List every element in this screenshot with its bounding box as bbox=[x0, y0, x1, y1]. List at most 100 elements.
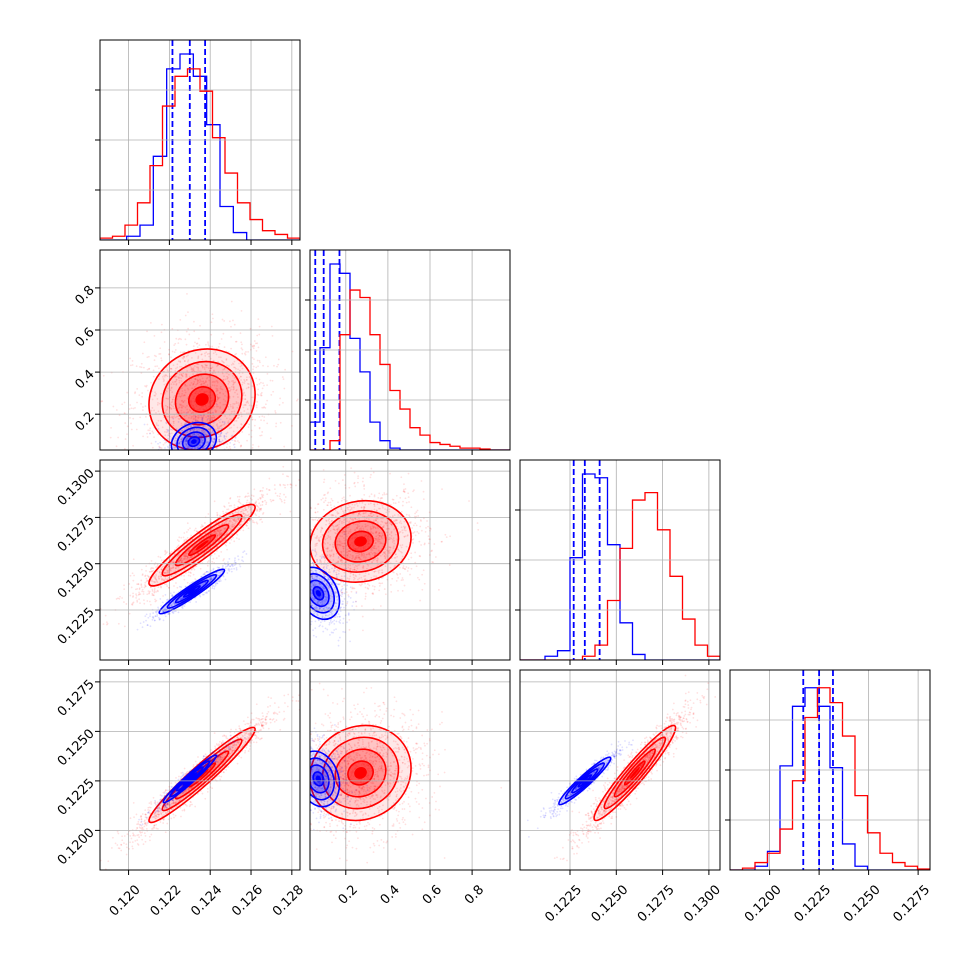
red-sample-point bbox=[315, 473, 317, 475]
red-sample-point bbox=[213, 438, 216, 441]
blue-sample-point bbox=[184, 451, 186, 453]
red-sample-point bbox=[213, 369, 215, 372]
red-sample-point bbox=[248, 423, 251, 426]
blue-sample-point bbox=[194, 457, 196, 459]
red-sample-point bbox=[397, 501, 400, 503]
red-sample-point bbox=[216, 454, 218, 456]
red-sample-point bbox=[164, 578, 167, 581]
red-sample-point bbox=[162, 572, 165, 574]
red-sample-point bbox=[180, 403, 183, 406]
blue-sample-point bbox=[190, 447, 193, 450]
red-sample-point bbox=[172, 561, 175, 564]
red-sample-point bbox=[166, 569, 168, 572]
red-sample-point bbox=[194, 418, 197, 421]
blue-sample-point bbox=[233, 446, 236, 449]
red-sample-point bbox=[199, 390, 201, 393]
blue-sample-point bbox=[179, 446, 182, 449]
red-sample-point bbox=[172, 396, 175, 399]
red-sample-point bbox=[211, 527, 214, 530]
blue-sample-point bbox=[219, 418, 222, 421]
blue-sample-point bbox=[157, 608, 160, 611]
red-sample-point bbox=[218, 528, 221, 531]
blue-sample-point bbox=[219, 440, 221, 443]
blue-sample-point bbox=[179, 453, 181, 455]
red-sample-point bbox=[250, 498, 253, 501]
red-sample-point bbox=[234, 510, 237, 513]
blue-sample-point bbox=[205, 436, 208, 439]
red-sample-point bbox=[229, 519, 232, 521]
blue-sample-point bbox=[211, 433, 213, 436]
blue-sample-point bbox=[193, 451, 195, 453]
red-sample-point bbox=[164, 411, 167, 414]
red-sample-point bbox=[151, 465, 153, 467]
red-sample-point bbox=[279, 497, 282, 500]
red-sample-point bbox=[243, 515, 246, 518]
red-sample-point bbox=[196, 552, 199, 555]
red-sample-point bbox=[218, 392, 221, 394]
red-sample-point bbox=[259, 518, 261, 521]
red-sample-point bbox=[110, 426, 112, 429]
red-sample-point bbox=[232, 395, 235, 398]
red-sample-point bbox=[247, 386, 250, 389]
blue-sample-point bbox=[228, 557, 231, 560]
red-sample-point bbox=[213, 461, 215, 463]
red-sample-point bbox=[305, 550, 307, 552]
red-sample-point bbox=[242, 512, 245, 515]
red-sample-point bbox=[193, 400, 196, 403]
blue-sample-point bbox=[194, 419, 197, 422]
red-sample-point bbox=[224, 539, 226, 542]
blue-sample-point bbox=[193, 428, 196, 431]
red-sample-point bbox=[256, 334, 259, 337]
red-sample-point bbox=[132, 592, 134, 595]
red-sample-point bbox=[166, 569, 169, 572]
red-sample-point bbox=[193, 320, 195, 323]
red-sample-point bbox=[168, 568, 171, 571]
red-sample-point bbox=[214, 530, 216, 532]
red-sample-point bbox=[178, 559, 181, 562]
blue-sample-point bbox=[224, 442, 227, 445]
blue-sample-point bbox=[219, 571, 222, 574]
red-sample-point bbox=[235, 400, 238, 403]
red-sample-point bbox=[241, 520, 243, 523]
red-sample-point bbox=[229, 447, 232, 450]
red-sample-point bbox=[184, 389, 186, 392]
red-sample-point bbox=[232, 388, 235, 391]
red-sample-point bbox=[233, 524, 236, 527]
blue-sample-point bbox=[209, 422, 212, 424]
red-sample-point bbox=[151, 588, 154, 591]
blue-sample-point bbox=[219, 433, 222, 435]
blue-sample-point bbox=[225, 432, 228, 435]
red-sample-point bbox=[138, 588, 141, 591]
red-sample-point bbox=[210, 417, 213, 420]
red-sample-point bbox=[364, 586, 367, 589]
red-sample-point bbox=[215, 521, 217, 524]
red-sample-point bbox=[126, 433, 128, 436]
blue-sample-point bbox=[185, 443, 188, 446]
red-sample-point bbox=[306, 549, 308, 551]
red-sample-point bbox=[158, 353, 161, 355]
red-sample-point bbox=[193, 395, 196, 398]
red-sample-point bbox=[223, 423, 225, 426]
blue-sample-point bbox=[181, 597, 184, 600]
red-sample-point bbox=[146, 600, 149, 602]
red-sample-point bbox=[168, 552, 171, 555]
red-sample-point bbox=[222, 512, 225, 515]
red-sample-point bbox=[271, 499, 274, 502]
blue-sample-point bbox=[190, 451, 192, 453]
red-sample-point bbox=[155, 591, 158, 593]
red-sample-point bbox=[219, 532, 222, 535]
red-sample-point bbox=[232, 386, 235, 388]
red-sample-point bbox=[237, 518, 240, 521]
blue-sample-point bbox=[198, 444, 201, 446]
red-sample-point bbox=[204, 405, 207, 407]
red-sample-point bbox=[222, 403, 225, 406]
red-sample-point bbox=[128, 612, 131, 615]
red-sample-point bbox=[132, 444, 134, 447]
red-sample-point bbox=[230, 380, 233, 382]
red-sample-point bbox=[136, 454, 138, 456]
red-sample-point bbox=[240, 507, 243, 510]
red-sample-point bbox=[183, 553, 186, 556]
red-sample-point bbox=[228, 519, 231, 522]
blue-sample-point bbox=[185, 468, 187, 470]
blue-sample-point bbox=[173, 591, 175, 594]
